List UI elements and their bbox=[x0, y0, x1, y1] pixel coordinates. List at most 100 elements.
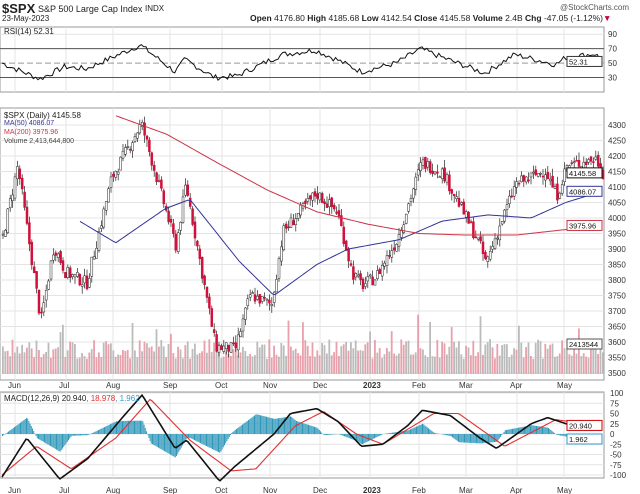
macd-histogram-bar bbox=[371, 434, 373, 440]
macd-histogram-bar bbox=[160, 434, 162, 450]
month-label: Jun bbox=[8, 381, 21, 390]
macd-histogram-bar bbox=[192, 434, 194, 440]
macd-histogram-bar bbox=[526, 426, 528, 434]
volume-bar bbox=[551, 343, 554, 374]
macd-histogram-bar bbox=[453, 434, 455, 439]
volume-bar bbox=[191, 348, 194, 374]
volume-bar bbox=[489, 339, 491, 374]
candle-body bbox=[462, 201, 466, 215]
price-tick-label: 3750 bbox=[608, 292, 626, 301]
month-label: Dec bbox=[313, 486, 327, 494]
volume-bar bbox=[42, 354, 45, 374]
macd-histogram-bar bbox=[484, 434, 486, 443]
candle-body bbox=[527, 179, 530, 182]
candle-body bbox=[215, 334, 218, 352]
month-label: Aug bbox=[106, 486, 120, 494]
volume-bar bbox=[282, 345, 285, 374]
macd-histogram-bar bbox=[141, 420, 143, 434]
candle-body bbox=[186, 184, 190, 196]
volume-bar bbox=[62, 324, 64, 374]
volume-bar bbox=[563, 348, 566, 374]
volume-bar bbox=[294, 348, 297, 374]
volume-bar bbox=[177, 346, 179, 374]
macd-histogram-bar bbox=[9, 430, 11, 434]
volume-bar bbox=[465, 345, 467, 374]
candle-body bbox=[47, 280, 50, 290]
candle-body bbox=[210, 308, 214, 327]
candle-body bbox=[577, 159, 581, 167]
date: 23-May-2023 bbox=[2, 14, 50, 23]
volume-bar bbox=[345, 341, 347, 374]
macd-histogram-bar bbox=[454, 434, 456, 440]
macd-histogram-bar bbox=[362, 434, 363, 445]
candle-body bbox=[349, 263, 353, 266]
macd-histogram-bar bbox=[168, 434, 170, 454]
candle-body bbox=[30, 241, 34, 266]
candle-body bbox=[80, 284, 84, 287]
volume-bar bbox=[318, 355, 321, 374]
macd-histogram-bar bbox=[191, 434, 193, 439]
macd-histogram-bar bbox=[369, 434, 371, 441]
candle-body bbox=[124, 147, 127, 155]
candle-body bbox=[155, 172, 158, 182]
macd-histogram-bar bbox=[512, 428, 513, 434]
macd-histogram-bar bbox=[263, 416, 265, 434]
candle-body bbox=[282, 225, 286, 251]
ma200-tag-text: 3975.96 bbox=[569, 221, 596, 230]
volume-bar bbox=[362, 350, 364, 374]
candle-body bbox=[469, 221, 473, 223]
macd-histogram-bar bbox=[70, 434, 72, 437]
macd-histogram-bar bbox=[207, 434, 209, 447]
volume-bar bbox=[270, 357, 273, 374]
candle-body bbox=[532, 171, 535, 174]
macd-histogram-bar bbox=[53, 434, 55, 449]
candle-body bbox=[208, 296, 211, 309]
macd-histogram-bar bbox=[164, 434, 165, 452]
macd-histogram-bar bbox=[198, 434, 200, 443]
macd-histogram-bar bbox=[429, 429, 431, 434]
candle-body bbox=[529, 172, 533, 178]
macd-histogram-bar bbox=[270, 418, 272, 434]
volume-bar bbox=[160, 340, 163, 374]
candle-body bbox=[584, 161, 588, 165]
macd-histogram-bar bbox=[65, 434, 67, 444]
volume-bar bbox=[102, 342, 105, 374]
macd-value-tag bbox=[566, 419, 603, 431]
macd-histogram-bar bbox=[35, 434, 37, 436]
volume-bar bbox=[359, 350, 362, 374]
macd-histogram-bar bbox=[143, 424, 145, 434]
volume-bar bbox=[338, 355, 340, 374]
volume-bar bbox=[354, 340, 357, 374]
volume-bar bbox=[448, 346, 451, 374]
month-label: Mar bbox=[459, 486, 473, 494]
volume-bar bbox=[227, 353, 230, 374]
macd-tick-label: 50 bbox=[610, 410, 619, 419]
macd-histogram-bar bbox=[527, 425, 529, 434]
macd-histogram-bar bbox=[48, 434, 50, 446]
macd-histogram-bar bbox=[444, 434, 446, 435]
candle-body bbox=[373, 279, 377, 286]
macd-histogram-bar bbox=[464, 434, 465, 443]
candle-body bbox=[484, 251, 487, 259]
macd-histogram-bar bbox=[14, 427, 15, 434]
macd-histogram-bar bbox=[119, 421, 121, 434]
volume-bar bbox=[573, 344, 575, 374]
macd-histogram-bar bbox=[152, 434, 153, 445]
volume-bar bbox=[364, 344, 367, 374]
quote-bar: Open 4176.80 High 4185.68 Low 4142.54 Cl… bbox=[250, 13, 611, 23]
macd-histogram-bar bbox=[363, 434, 365, 444]
candle-body bbox=[520, 175, 523, 183]
candle-body bbox=[474, 236, 478, 239]
volume-bar bbox=[381, 358, 383, 374]
macd-histogram-bar bbox=[426, 427, 428, 434]
month-label: Feb bbox=[412, 486, 426, 494]
macd-histogram-bar bbox=[213, 434, 215, 450]
candle-body bbox=[299, 204, 302, 216]
macd-histogram-bar bbox=[234, 429, 236, 434]
macd-histogram-bar bbox=[222, 434, 224, 448]
candle-body bbox=[42, 302, 46, 313]
candle-body bbox=[352, 266, 355, 280]
candle-body bbox=[436, 171, 439, 174]
macd-histogram-bar bbox=[225, 434, 227, 444]
volume-bar bbox=[549, 344, 551, 374]
